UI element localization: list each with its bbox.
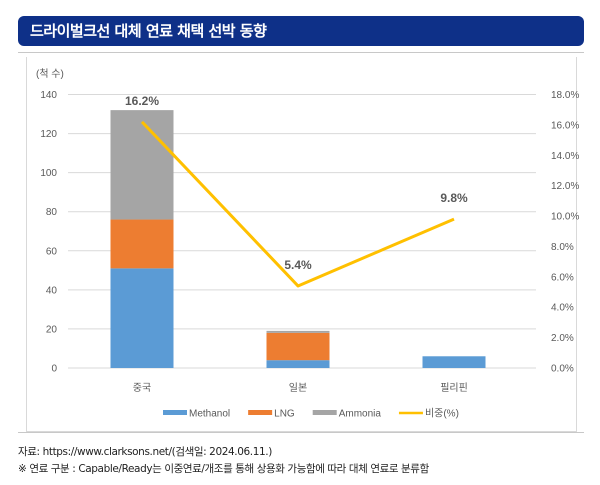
bar-methanol-0 [110,268,174,368]
legend-entry: Ammonia [339,409,382,420]
legend-swatch [248,410,273,415]
divider-bottom [18,432,584,433]
share-data-label: 16.2% [125,94,159,108]
legend-entry: Methanol [189,409,230,420]
left-tick-label: 0 [51,364,57,375]
left-tick-label: 60 [46,246,58,257]
legend: Methanol LNG Ammonia 비중(%) [163,408,459,420]
data-labels: 16.2% 5.4% 9.8% [125,94,468,287]
chart-title-banner: 드라이벌크선 대체 연료 채택 선박 동향 [18,16,584,46]
source-note: 자료: https://www.clarksons.net/(검색일: 2024… [18,446,272,458]
left-tick-label: 40 [46,285,58,296]
right-tick-label: 8.0% [551,242,574,253]
divider-top [18,52,584,53]
bars [110,110,486,368]
left-tick-label: 140 [40,90,57,101]
bar-lng-1 [266,332,330,361]
right-tick-label: 14.0% [551,151,579,162]
right-tick-label: 16.0% [551,120,579,131]
chart-frame [26,57,577,432]
chart-title: 드라이벌크선 대체 연료 채택 선박 동향 [30,22,267,40]
legend-swatch [312,410,337,415]
category-labels: 중국 일본 필리핀 [133,382,468,394]
right-tick-label: 18.0% [551,90,579,101]
share-data-label: 9.8% [440,191,468,205]
left-tick-label: 120 [40,129,57,140]
right-tick-label: 2.0% [551,333,574,344]
right-tick-label: 4.0% [551,303,574,314]
category-label: 필리핀 [440,382,468,394]
category-label: 일본 [289,382,307,394]
legend-swatch [163,410,187,415]
legend-entry: 비중(%) [425,408,459,420]
left-tick-label: 80 [46,207,58,218]
bar-methanol-2 [422,356,486,368]
fuel-classification-note: ※ 연료 구분 : Capable/Ready는 이중연료/개조를 통해 상용화… [18,463,429,475]
left-axis-ticks: 0 20 40 60 80 100 120 140 [40,90,57,375]
bar-ammonia-1 [266,330,330,333]
right-tick-label: 12.0% [551,181,579,192]
bar-ammonia-0 [110,110,174,220]
right-tick-label: 10.0% [551,212,579,223]
legend-entry: LNG [274,409,295,420]
category-label: 중국 [133,382,151,394]
left-tick-label: 20 [46,324,58,335]
bar-methanol-1 [266,360,330,368]
bar-lng-0 [110,219,174,269]
y-axis-label: (척 수) [36,68,64,80]
right-tick-label: 0.0% [551,364,574,375]
left-tick-label: 100 [40,168,57,179]
right-axis-ticks: 0.0% 2.0% 4.0% 6.0% 8.0% 10.0% 12.0% 14.0% 16.0%… [551,90,579,375]
right-tick-label: 6.0% [551,272,574,283]
share-data-label: 5.4% [284,258,312,272]
